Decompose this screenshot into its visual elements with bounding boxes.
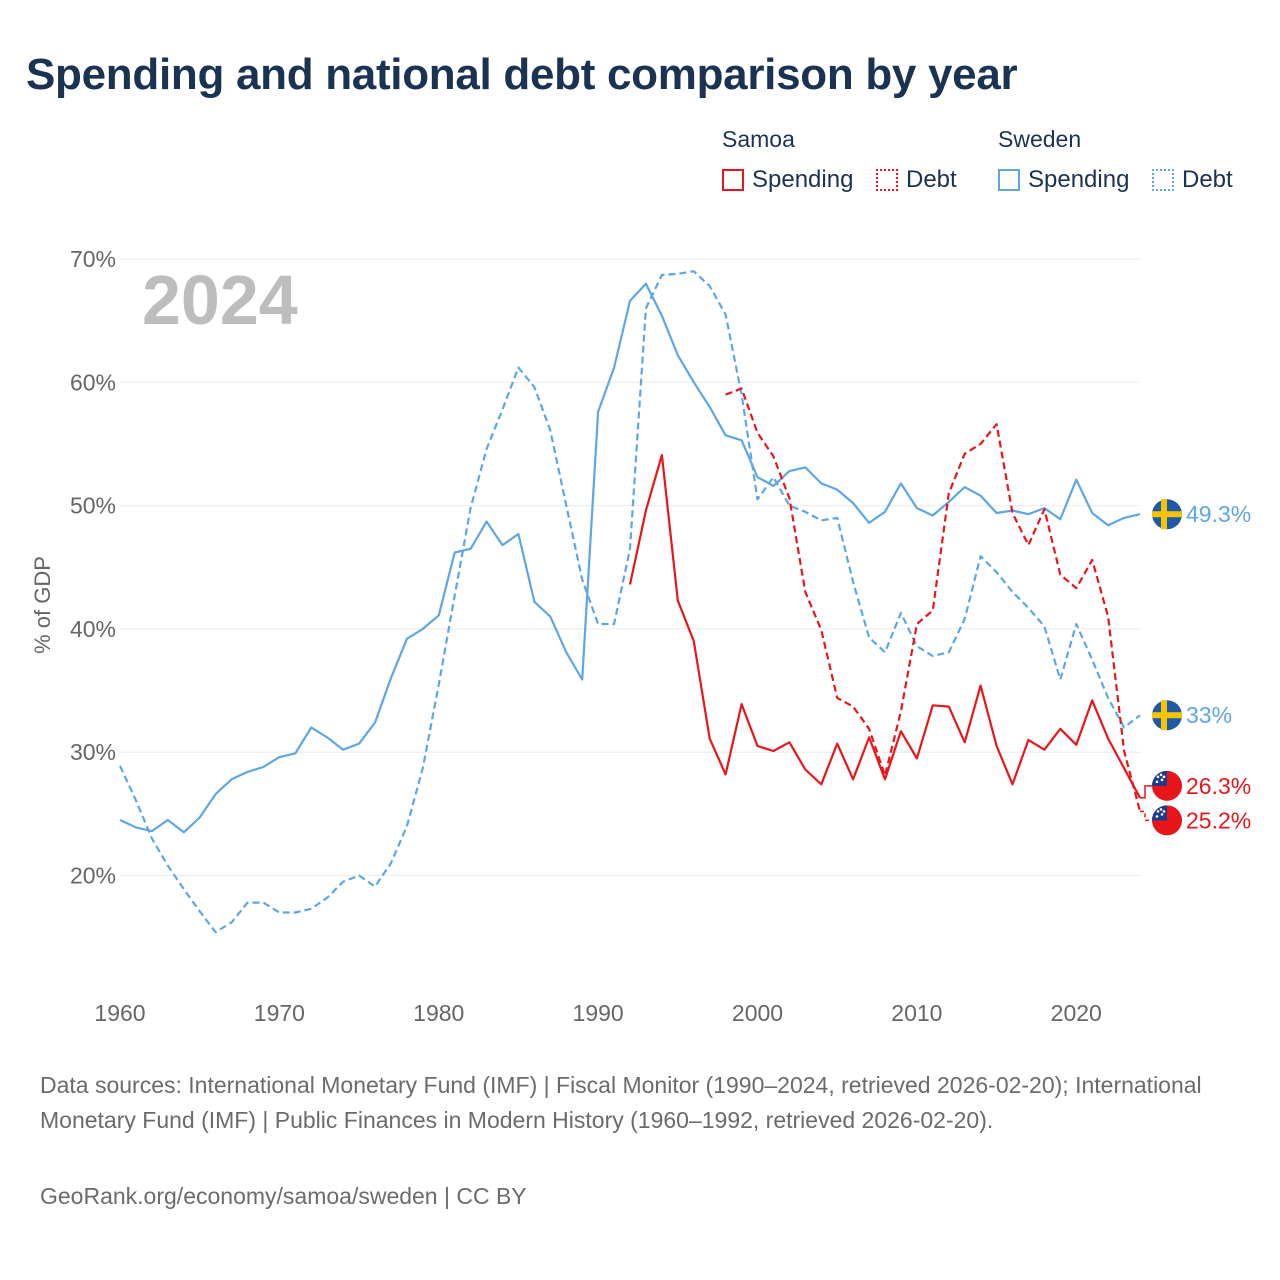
end-label-samoa-spending: 26.3% (1186, 773, 1251, 799)
x-tick-label: 2020 (1051, 1000, 1102, 1026)
x-tick-label: 2000 (732, 1000, 783, 1026)
leader-samoa-spending (1140, 785, 1152, 799)
marker-samoa-spending (1152, 770, 1182, 801)
marker-samoa-debt (1152, 805, 1182, 836)
legend-swatch-sweden-debt (1152, 169, 1174, 191)
y-axis-label: % of GDP (30, 556, 55, 654)
credit-link[interactable]: GeoRank.org/economy/samoa/sweden | CC BY (40, 1183, 527, 1209)
marker-sweden-spending (1152, 499, 1182, 530)
flag-stripe (1161, 499, 1167, 530)
legend-sweden-debt[interactable]: Debt (1152, 166, 1233, 194)
end-markers: 49.3% 33% 26.3% 25.2% (1140, 499, 1251, 836)
grid-lines (120, 258, 1140, 876)
x-tick-label: 1970 (254, 1000, 305, 1026)
series-line-samoa-spending (628, 453, 1141, 799)
y-tick-label: 20% (70, 863, 116, 889)
y-axis-ticks: 20% 30% 40% 50% 60% 70% (70, 246, 116, 889)
series-line-sweden-spending (119, 282, 1141, 834)
legend-sweden-spending[interactable]: Spending (998, 166, 1129, 194)
legend-label: Spending (752, 166, 854, 193)
flag-star (1162, 775, 1166, 779)
x-tick-label: 1980 (413, 1000, 464, 1026)
legend-label: Debt (906, 166, 957, 193)
legend-label: Spending (1028, 166, 1130, 193)
flag-star (1159, 808, 1163, 811)
flag-star (1160, 778, 1164, 782)
y-tick-label: 70% (70, 246, 116, 272)
flag-star (1155, 780, 1159, 784)
chart-title: Spending and national debt comparison by… (26, 50, 1018, 99)
y-tick-label: 30% (70, 739, 116, 765)
legend-country-sweden: Sweden (998, 126, 1082, 152)
legend-samoa-spending[interactable]: Spending (722, 166, 853, 194)
x-tick-label: 1990 (573, 1000, 624, 1026)
legend-country-samoa: Samoa (722, 126, 795, 152)
legend-swatch-sweden-spending (998, 169, 1020, 191)
series-group (119, 270, 1142, 934)
x-tick-label: 1960 (94, 1000, 145, 1026)
flag-star (1160, 813, 1164, 816)
data-sources: Data sources: International Monetary Fun… (40, 1072, 1202, 1133)
flag-stripe (1161, 700, 1167, 731)
legend-label: Debt (1182, 166, 1233, 193)
legend-samoa-debt[interactable]: Debt (876, 166, 957, 194)
end-label-sweden-debt: 33% (1186, 702, 1232, 728)
leader-samoa-debt (1140, 810, 1152, 822)
x-axis-ticks: 1960 1970 1980 1990 2000 2010 2020 (94, 1000, 1101, 1026)
series-line-sweden-debt (119, 270, 1141, 934)
y-tick-label: 40% (70, 616, 116, 642)
marker-sweden-debt (1152, 700, 1182, 731)
flag-star (1156, 810, 1160, 813)
legend-swatch-samoa-spending (722, 169, 744, 191)
end-label-sweden-spending: 49.3% (1186, 501, 1251, 527)
end-label-samoa-debt: 25.2% (1186, 807, 1251, 833)
series-line-samoa-debt (725, 387, 1142, 812)
legend-swatch-samoa-debt (876, 169, 898, 191)
flag-star (1159, 773, 1163, 777)
flag-star (1156, 775, 1160, 779)
flag-canton (1152, 770, 1167, 786)
x-tick-label: 2010 (891, 1000, 942, 1026)
flag-star (1155, 815, 1159, 818)
flag-canton (1152, 805, 1167, 821)
year-label: 2024 (142, 261, 298, 339)
flag-star (1162, 810, 1166, 813)
y-tick-label: 60% (70, 369, 116, 395)
y-tick-label: 50% (70, 493, 116, 519)
